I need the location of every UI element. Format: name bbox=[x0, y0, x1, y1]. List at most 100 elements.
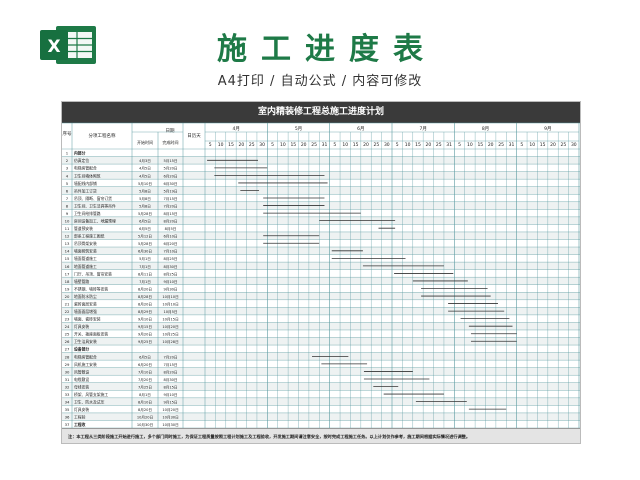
row-end: 8月5日 bbox=[165, 226, 177, 231]
row-end: 9月15日 bbox=[163, 399, 177, 404]
header-name: 分项工程名称 bbox=[89, 132, 116, 139]
day-tick-label: 25 bbox=[498, 142, 504, 148]
table-row bbox=[62, 149, 580, 157]
row-end: 5月19日 bbox=[163, 188, 177, 193]
row-name: 卫生洁具安装 bbox=[74, 339, 97, 344]
row-end: 9月10日 bbox=[163, 279, 177, 284]
row-end: 6月20日 bbox=[163, 241, 177, 246]
table-row bbox=[62, 314, 580, 323]
table-row bbox=[62, 292, 580, 300]
row-seq: 4 bbox=[66, 173, 69, 178]
month-label: 4月 bbox=[232, 126, 239, 132]
row-start: 5月28日 bbox=[138, 211, 152, 216]
row-seq: 34 bbox=[65, 399, 70, 404]
row-end: 7月20日 bbox=[163, 354, 177, 359]
row-seq: 35 bbox=[65, 407, 70, 412]
row-seq: 20 bbox=[65, 294, 70, 299]
day-tick-label: 25 bbox=[374, 142, 380, 148]
row-end: 6月30日 bbox=[163, 181, 177, 186]
row-start: 8月11日 bbox=[138, 271, 152, 276]
row-end: 8月20日 bbox=[163, 369, 177, 374]
row-seq: 18 bbox=[65, 279, 70, 284]
row-seq: 23 bbox=[65, 317, 70, 322]
day-tick-label: 31 bbox=[509, 142, 515, 148]
table-row bbox=[62, 224, 580, 232]
row-seq: 28 bbox=[65, 354, 70, 359]
row-start: 8月28日 bbox=[138, 294, 152, 299]
day-tick-label: 30 bbox=[571, 142, 577, 148]
row-name: 工程验 bbox=[74, 415, 86, 420]
row-seq: 17 bbox=[65, 271, 70, 276]
row-name: 部系工程施工图纸 bbox=[74, 234, 105, 239]
row-end: 10月30日 bbox=[162, 422, 178, 427]
day-tick-label: 20 bbox=[301, 142, 307, 148]
row-start: 8月29日 bbox=[138, 309, 152, 314]
row-name: 卫生间墙体砌筑 bbox=[74, 173, 101, 178]
table-row bbox=[62, 307, 580, 315]
row-end: 6月20日 bbox=[163, 173, 177, 178]
page-subtitle: A4打印 / 自动公式 / 内容可修改 bbox=[217, 74, 423, 89]
row-seq: 32 bbox=[65, 384, 70, 389]
row-seq: 16 bbox=[65, 264, 70, 269]
table-row bbox=[62, 390, 580, 398]
row-name: 风机施工安装 bbox=[74, 362, 97, 367]
row-name: 墙壁管路 bbox=[74, 279, 89, 284]
row-end: 10月15日 bbox=[162, 317, 178, 322]
row-name: 卫生间、卫生洁具等吊件 bbox=[74, 203, 116, 208]
row-name: 不锈钢、墙砖等安装 bbox=[74, 286, 108, 291]
row-end: 7月10日 bbox=[163, 249, 177, 254]
day-tick-label: 15 bbox=[540, 142, 546, 148]
row-start: 5月28日 bbox=[138, 241, 152, 246]
row-seq: 13 bbox=[65, 241, 70, 246]
day-tick-label: 5 bbox=[271, 142, 274, 148]
table-row bbox=[62, 420, 580, 428]
gantt-sheet: 室内精装修工程总施工进度计划 序号 分项工程名称 日期 开始时间 完成时间 日历天 4月 5月… bbox=[61, 101, 581, 444]
row-seq: 33 bbox=[65, 392, 70, 397]
row-end: 10月20日 bbox=[162, 407, 178, 412]
row-seq: 9 bbox=[66, 211, 69, 216]
row-name: 墙面、瓷砖安装 bbox=[74, 317, 101, 322]
header-date: 日期 bbox=[166, 128, 175, 134]
row-seq: 3 bbox=[66, 166, 69, 171]
row-seq: 26 bbox=[65, 339, 70, 344]
day-tick-label: 30 bbox=[384, 142, 390, 148]
row-name: 吊顶、隔断、窗帘订货 bbox=[74, 196, 112, 201]
row-seq: 11 bbox=[65, 226, 70, 231]
row-end: 10月10日 bbox=[162, 294, 178, 299]
day-tick-label: 10 bbox=[342, 142, 348, 148]
row-end: 10月28日 bbox=[162, 339, 178, 344]
table-row bbox=[62, 345, 580, 353]
row-start: 5月12日 bbox=[138, 234, 152, 239]
row-name: 瓷砖面层安装 bbox=[74, 301, 97, 306]
table-row bbox=[62, 254, 580, 263]
header-days: 日历天 bbox=[187, 133, 201, 139]
row-start: 9月25日 bbox=[138, 339, 152, 344]
day-tick-label: 20 bbox=[425, 142, 431, 148]
day-tick-label: 5 bbox=[396, 142, 399, 148]
row-start: 6月5日 bbox=[139, 354, 151, 359]
day-tick-label: 5 bbox=[520, 142, 523, 148]
day-tick-label: 25 bbox=[249, 142, 255, 148]
month-label: 9月 bbox=[544, 126, 551, 132]
row-start: 6月5日 bbox=[139, 219, 151, 224]
row-name: 管道预安装 bbox=[74, 226, 93, 231]
row-name: 工程收 bbox=[74, 422, 86, 427]
row-end: 9月10日 bbox=[163, 392, 177, 397]
row-end: 8月30日 bbox=[163, 377, 177, 382]
row-start: 9月10日 bbox=[138, 317, 152, 322]
header-end: 完成时间 bbox=[163, 139, 179, 145]
row-start: 7月1日 bbox=[139, 279, 151, 284]
row-name: 灯具安装 bbox=[74, 324, 89, 329]
row-seq: 22 bbox=[65, 309, 70, 314]
row-start: 4月3日 bbox=[139, 158, 151, 163]
row-seq: 2 bbox=[66, 158, 69, 163]
row-name: 墙面管道施工 bbox=[74, 256, 97, 261]
table-row bbox=[62, 405, 580, 413]
day-tick-label: 31 bbox=[322, 142, 328, 148]
row-end: 8月20日 bbox=[163, 219, 177, 224]
row-end: 7月15日 bbox=[163, 196, 177, 201]
day-tick-label: 10 bbox=[405, 142, 411, 148]
table-row bbox=[62, 397, 580, 406]
svg-text:X: X bbox=[47, 37, 60, 57]
row-start: 5月8日 bbox=[139, 203, 151, 208]
